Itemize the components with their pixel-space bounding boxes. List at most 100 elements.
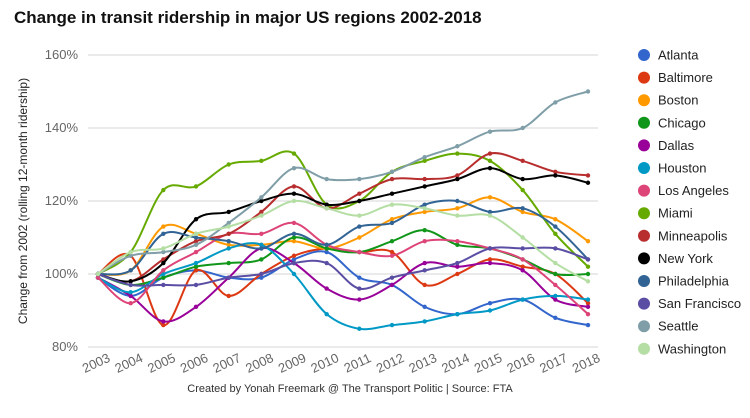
data-point (520, 246, 525, 251)
data-point (422, 176, 427, 182)
data-point (291, 220, 297, 226)
y-axis-title: Change from 2002 (rolling 12-month rider… (16, 78, 30, 324)
data-point (520, 264, 525, 269)
data-point (291, 198, 297, 204)
x-tick-label: 2008 (243, 350, 276, 376)
data-point (357, 191, 362, 196)
data-point (422, 155, 427, 160)
x-axis-ticks: 2003 2004 2005 2006 2007 2008 2009 2010 2011 2012… (80, 350, 603, 376)
data-point (226, 209, 231, 215)
legend-item-atlanta[interactable]: Atlanta (638, 48, 699, 63)
data-point (128, 293, 133, 299)
data-point (520, 206, 525, 211)
data-point (487, 257, 493, 262)
legend-item-boston[interactable]: Boston (638, 93, 698, 108)
data-point (389, 202, 395, 207)
legend-item-seattle[interactable]: Seattle (638, 319, 698, 334)
legend-item-san-francisco[interactable]: San Francisco (638, 296, 741, 311)
data-point (585, 311, 591, 317)
data-point (324, 202, 329, 207)
data-point (161, 282, 166, 288)
data-point (259, 275, 264, 280)
legend-label: Minneapolis (658, 228, 728, 243)
y-tick-label: 120% (45, 193, 79, 208)
data-point (520, 268, 525, 273)
series-line-san-francisco (97, 246, 589, 290)
legend-swatch (638, 275, 650, 287)
legend-item-baltimore[interactable]: Baltimore (638, 70, 713, 85)
data-point (455, 238, 460, 244)
data-point (520, 158, 525, 164)
chart-footer: Created by Yonah Freemark @ The Transpor… (187, 383, 513, 395)
data-point (553, 173, 558, 178)
legend-item-washington[interactable]: Washington (638, 341, 726, 356)
gridlines (88, 54, 598, 348)
data-point (422, 304, 427, 310)
legend-swatch (638, 229, 650, 242)
data-point (161, 268, 166, 273)
data-point (553, 293, 558, 299)
data-point (128, 301, 133, 306)
legend-item-philadelphia[interactable]: Philadelphia (638, 274, 730, 289)
x-tick-label: 2010 (308, 350, 341, 376)
legend-label: Chicago (658, 115, 706, 130)
data-point (389, 176, 395, 182)
data-point (455, 213, 460, 218)
series-line-atlanta (97, 250, 589, 327)
data-point (357, 176, 362, 182)
legend-item-miami[interactable]: Miami (638, 206, 693, 221)
legend-item-new-york[interactable]: New York (638, 251, 713, 266)
legend-item-dallas[interactable]: Dallas (638, 138, 695, 153)
data-point (291, 184, 297, 189)
data-point (585, 89, 591, 94)
legend-swatch (638, 71, 650, 84)
legend-item-minneapolis[interactable]: Minneapolis (638, 228, 728, 243)
legend-swatch (638, 162, 650, 174)
data-point (128, 290, 133, 295)
legend-label: Baltimore (658, 70, 713, 85)
data-point (226, 260, 231, 266)
data-point (553, 224, 558, 229)
data-point (291, 238, 297, 244)
data-point (455, 151, 460, 156)
data-point (455, 198, 460, 204)
data-point (259, 198, 264, 204)
data-point (553, 271, 558, 277)
series-line-seattle (97, 90, 589, 275)
y-axis-ticks: 80% 100% 120% 140% 160% (45, 47, 79, 354)
data-point (161, 319, 166, 324)
data-point (161, 187, 166, 193)
x-tick-label: 2009 (276, 350, 309, 376)
legend-label: Atlanta (658, 48, 699, 63)
data-point (291, 253, 297, 258)
data-point (389, 169, 395, 174)
x-tick-label: 2015 (472, 350, 505, 376)
data-point (553, 231, 558, 237)
data-point (422, 260, 427, 266)
data-point (226, 293, 231, 299)
data-point (422, 238, 427, 244)
data-point (487, 165, 493, 171)
data-point (193, 260, 199, 266)
x-tick-label: 2018 (570, 350, 603, 376)
series-line-baltimore (97, 247, 589, 327)
legend-item-houston[interactable]: Houston (638, 161, 706, 176)
data-point (193, 238, 199, 244)
series-line-dallas (97, 247, 589, 323)
data-point (193, 264, 199, 269)
data-point (585, 301, 591, 306)
data-point (487, 129, 493, 134)
data-point (389, 220, 395, 226)
data-point (226, 238, 231, 244)
legend-item-chicago[interactable]: Chicago (638, 115, 706, 130)
data-point (259, 195, 264, 200)
data-point (487, 151, 493, 156)
data-point (487, 213, 493, 218)
data-point (455, 144, 460, 149)
legend-item-los-angeles[interactable]: Los Angeles (638, 183, 729, 198)
data-point (357, 326, 362, 331)
data-point (193, 249, 199, 255)
legend-swatch (638, 342, 650, 355)
data-point (324, 246, 329, 251)
series-line-philadelphia (97, 199, 589, 276)
